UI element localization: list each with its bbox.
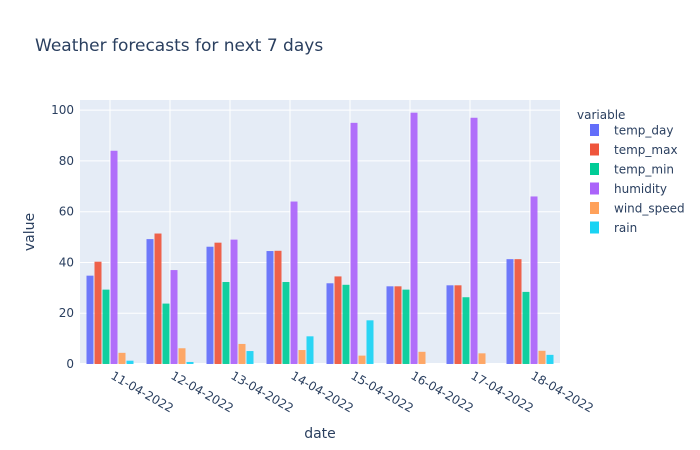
bar-temp_min: [222, 282, 230, 364]
bar-wind_speed: [238, 343, 246, 364]
bar-temp_max: [154, 233, 162, 364]
x-tick-label: 12-04-2022: [169, 368, 236, 415]
bar-humidity: [170, 270, 178, 364]
bar-temp_min: [162, 303, 170, 364]
bar-wind_speed: [358, 355, 366, 364]
bar-temp_max: [454, 285, 462, 364]
bar-temp_day: [386, 286, 394, 364]
bar-temp_max: [514, 259, 522, 364]
x-tick-label: 13-04-2022: [229, 368, 296, 415]
bar-rain: [306, 336, 314, 364]
y-tick-label: 40: [59, 255, 74, 269]
bar-temp_max: [214, 242, 222, 364]
bar-temp_min: [102, 289, 110, 364]
bar-rain: [246, 351, 254, 364]
bar-temp_day: [206, 246, 214, 364]
bar-humidity: [530, 196, 538, 364]
legend-label-temp_day: temp_day: [614, 124, 673, 138]
legend-swatch-rain: [590, 221, 599, 234]
bar-temp_min: [522, 291, 530, 364]
bar-humidity: [230, 239, 238, 364]
bar-temp_max: [94, 261, 102, 364]
bar-wind_speed: [178, 348, 186, 364]
y-tick-label: 60: [59, 205, 74, 219]
x-tick-label: 11-04-2022: [109, 368, 176, 415]
y-axis-title: value: [22, 213, 38, 251]
chart-title: Weather forecasts for next 7 days: [35, 36, 323, 56]
bar-temp_max: [334, 276, 342, 364]
bar-temp_day: [266, 251, 274, 364]
bar-wind_speed: [298, 350, 306, 364]
bar-humidity: [290, 201, 298, 364]
bar-temp_day: [506, 259, 514, 364]
legend-swatch-temp_day: [590, 124, 599, 136]
bar-humidity: [470, 117, 478, 365]
bar-wind_speed: [418, 351, 426, 364]
bars: [86, 112, 554, 365]
legend-title: variable: [577, 108, 625, 122]
legend-swatch-temp_min: [590, 163, 599, 175]
bar-temp_min: [282, 282, 290, 364]
bar-temp_max: [394, 286, 402, 364]
x-tick-label: 14-04-2022: [289, 368, 356, 415]
x-tick-label: 18-04-2022: [529, 368, 596, 415]
bar-humidity: [410, 112, 418, 364]
legend-swatch-temp_max: [590, 143, 599, 156]
bar-rain: [366, 320, 374, 364]
bar-humidity: [110, 150, 118, 364]
bar-rain: [186, 361, 194, 364]
legend-label-rain: rain: [614, 221, 637, 235]
y-tick-label: 80: [59, 154, 74, 168]
y-axis-ticks: 0 20 40 60 80 100: [51, 103, 74, 371]
legend-label-wind_speed: wind_speed: [614, 202, 685, 216]
bar-rain: [546, 354, 554, 364]
legend-swatch-wind_speed: [590, 202, 599, 214]
x-axis-ticks: 11-04-202212-04-202213-04-202214-04-2022…: [109, 368, 596, 415]
y-tick-label: 20: [59, 306, 74, 320]
legend-label-temp_max: temp_max: [614, 143, 678, 157]
x-tick-label: 17-04-2022: [469, 368, 536, 415]
legend-label-temp_min: temp_min: [614, 163, 674, 177]
x-tick-label: 15-04-2022: [349, 368, 416, 415]
x-tick-label: 16-04-2022: [409, 368, 476, 415]
bar-temp_min: [462, 297, 470, 364]
x-axis-title: date: [304, 426, 336, 442]
y-tick-label: 0: [66, 357, 74, 371]
bar-temp_max: [274, 250, 282, 364]
bar-temp_day: [446, 285, 454, 364]
bar-humidity: [350, 122, 358, 364]
legend-label-humidity: humidity: [614, 182, 667, 196]
bar-temp_day: [146, 239, 154, 364]
bar-wind_speed: [538, 350, 546, 364]
legend-swatch-humidity: [590, 182, 599, 195]
bar-rain: [126, 360, 134, 364]
legend: variable temp_day temp_max temp_minhumidit…: [577, 108, 685, 235]
bar-wind_speed: [118, 352, 126, 364]
y-tick-label: 100: [51, 103, 74, 117]
bar-temp_min: [402, 289, 410, 364]
bar-temp_day: [326, 283, 334, 364]
bar-temp_min: [342, 284, 350, 364]
bar-wind_speed: [478, 353, 486, 364]
bar-temp_day: [86, 275, 94, 364]
